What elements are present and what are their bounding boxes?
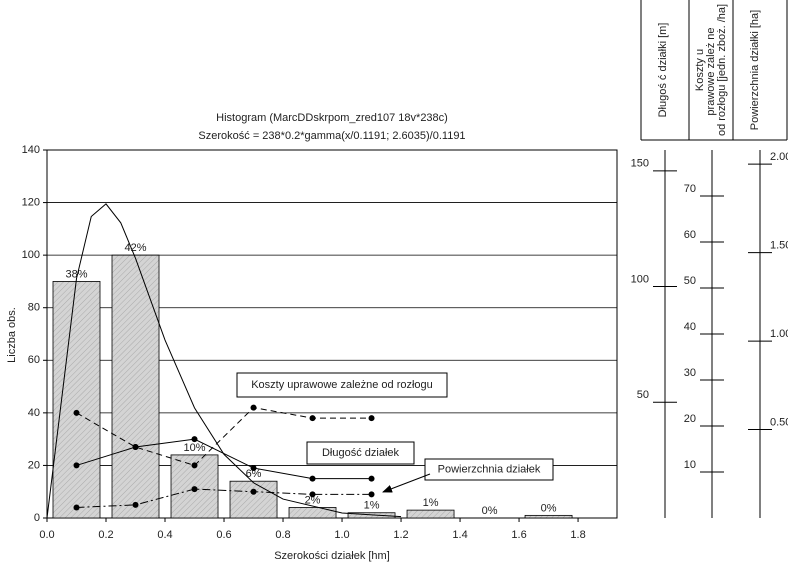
bar-value-label: 2% (305, 494, 321, 506)
bar-value-label: 1% (364, 500, 380, 512)
right-axis-tick-label: 1.50 (770, 240, 788, 252)
bar (347, 512, 396, 519)
series-point (73, 462, 80, 469)
right-axis-title: Długoś ć działki [m] (657, 23, 669, 118)
series-point (309, 491, 316, 498)
x-tick-label: 0.8 (275, 529, 290, 541)
series-point (191, 462, 198, 469)
x-tick-label: 0.6 (216, 529, 231, 541)
right-axis-tick-label: 20 (684, 413, 696, 425)
y-tick-label: 40 (28, 407, 40, 419)
series-point (191, 436, 198, 443)
series-point (250, 488, 257, 495)
right-axis-tick-label: 100 (631, 273, 649, 285)
annotation-arrow (382, 473, 431, 493)
series-point (368, 475, 375, 482)
y-tick-label: 120 (22, 196, 40, 208)
right-axis-tick-label: 70 (684, 183, 696, 195)
series-line (76, 488, 372, 508)
right-axis-tick-label: 30 (684, 367, 696, 379)
bar (524, 514, 573, 519)
right-axis-tick-label: 0.50 (770, 416, 788, 428)
series-point (309, 475, 316, 482)
bar (52, 281, 101, 519)
bar-value-label: 10% (183, 442, 205, 454)
series-point (368, 491, 375, 498)
right-axis-title: Koszty uprawowe zależ ne od rozłogu [jed… (694, 4, 728, 136)
annotation: Długość działek (322, 447, 400, 459)
y-tick-label: 60 (28, 354, 40, 366)
right-axis-tick-label: 60 (684, 229, 696, 241)
bar (229, 480, 278, 519)
y-axis-label: Liczba obs. (6, 307, 18, 363)
right-axis-tick-label: 50 (637, 389, 649, 401)
x-tick-label: 1.4 (452, 529, 467, 541)
right-axis-tick-label: 50 (684, 275, 696, 287)
series-point (132, 501, 139, 508)
bar-value-label: 38% (65, 268, 87, 280)
series-point (368, 415, 375, 422)
y-tick-label: 100 (22, 249, 40, 261)
x-axis-label: Szerokości działek [hm] (274, 550, 390, 562)
x-tick-label: 1.2 (393, 529, 408, 541)
chart-subtitle: Szerokość = 238*0.2*gamma(x/0.1191; 2.60… (198, 130, 465, 142)
x-tick-label: 0.4 (157, 529, 172, 541)
fit-curve (46, 203, 402, 519)
y-tick-label: 80 (28, 302, 40, 314)
bar (288, 507, 337, 519)
annotation-box (424, 458, 554, 481)
x-tick-label: 0.2 (98, 529, 113, 541)
series-line (76, 407, 372, 466)
y-tick-label: 140 (22, 144, 40, 156)
bar (111, 254, 160, 519)
bar-value-label: 0% (482, 505, 498, 517)
x-tick-label: 1.6 (511, 529, 526, 541)
y-tick-label: 20 (28, 459, 40, 471)
series-point (73, 409, 80, 416)
right-axis-title: Powierzchnia działki [ha] (749, 10, 761, 130)
right-axis-tick-label: 40 (684, 321, 696, 333)
right-axis-tick-label: 2.00 (770, 151, 788, 163)
series-point (191, 486, 198, 493)
x-tick-label: 0.0 (39, 529, 54, 541)
bar-value-label: 0% (541, 502, 557, 514)
right-axis-tick-label: 1.00 (770, 328, 788, 340)
series-point (309, 415, 316, 422)
x-tick-label: 1.8 (570, 529, 585, 541)
bar (406, 509, 455, 519)
x-tick-label: 1.0 (334, 529, 349, 541)
bar-value-label: 1% (423, 497, 439, 509)
series-point (132, 444, 139, 451)
annotation: Powierzchnia działek (438, 463, 541, 475)
series-point (250, 404, 257, 411)
annotation-box (236, 372, 448, 398)
right-axis-tick-label: 10 (684, 459, 696, 471)
chart-title: Histogram (MarcDDskrpom_zred107 18v*238c… (216, 112, 448, 124)
annotation: Koszty uprawowe zależne od rozłogu (251, 379, 433, 391)
series-point (73, 504, 80, 511)
right-axis-panel (640, 0, 788, 141)
bar-value-label: 42% (124, 242, 146, 254)
right-axis-tick-label: 150 (631, 158, 649, 170)
annotation-box (306, 441, 415, 465)
bar-value-label: 6% (246, 468, 262, 480)
series-line (76, 438, 372, 480)
y-tick-label: 0 (34, 512, 40, 524)
series-point (250, 465, 257, 472)
